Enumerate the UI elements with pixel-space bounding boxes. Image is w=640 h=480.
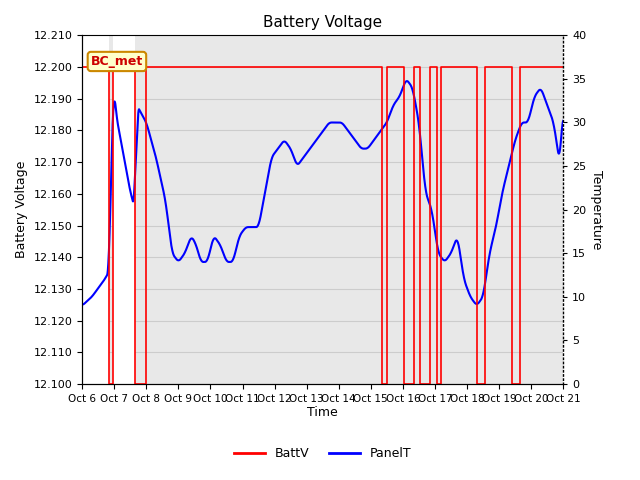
Title: Battery Voltage: Battery Voltage (263, 15, 382, 30)
Bar (113, 36, 135, 384)
Bar (82, 36, 109, 384)
X-axis label: Time: Time (307, 407, 338, 420)
Text: BC_met: BC_met (91, 55, 143, 68)
Y-axis label: Temperature: Temperature (590, 170, 603, 249)
Y-axis label: Battery Voltage: Battery Voltage (15, 161, 28, 258)
Legend: BattV, PanelT: BattV, PanelT (229, 442, 417, 465)
